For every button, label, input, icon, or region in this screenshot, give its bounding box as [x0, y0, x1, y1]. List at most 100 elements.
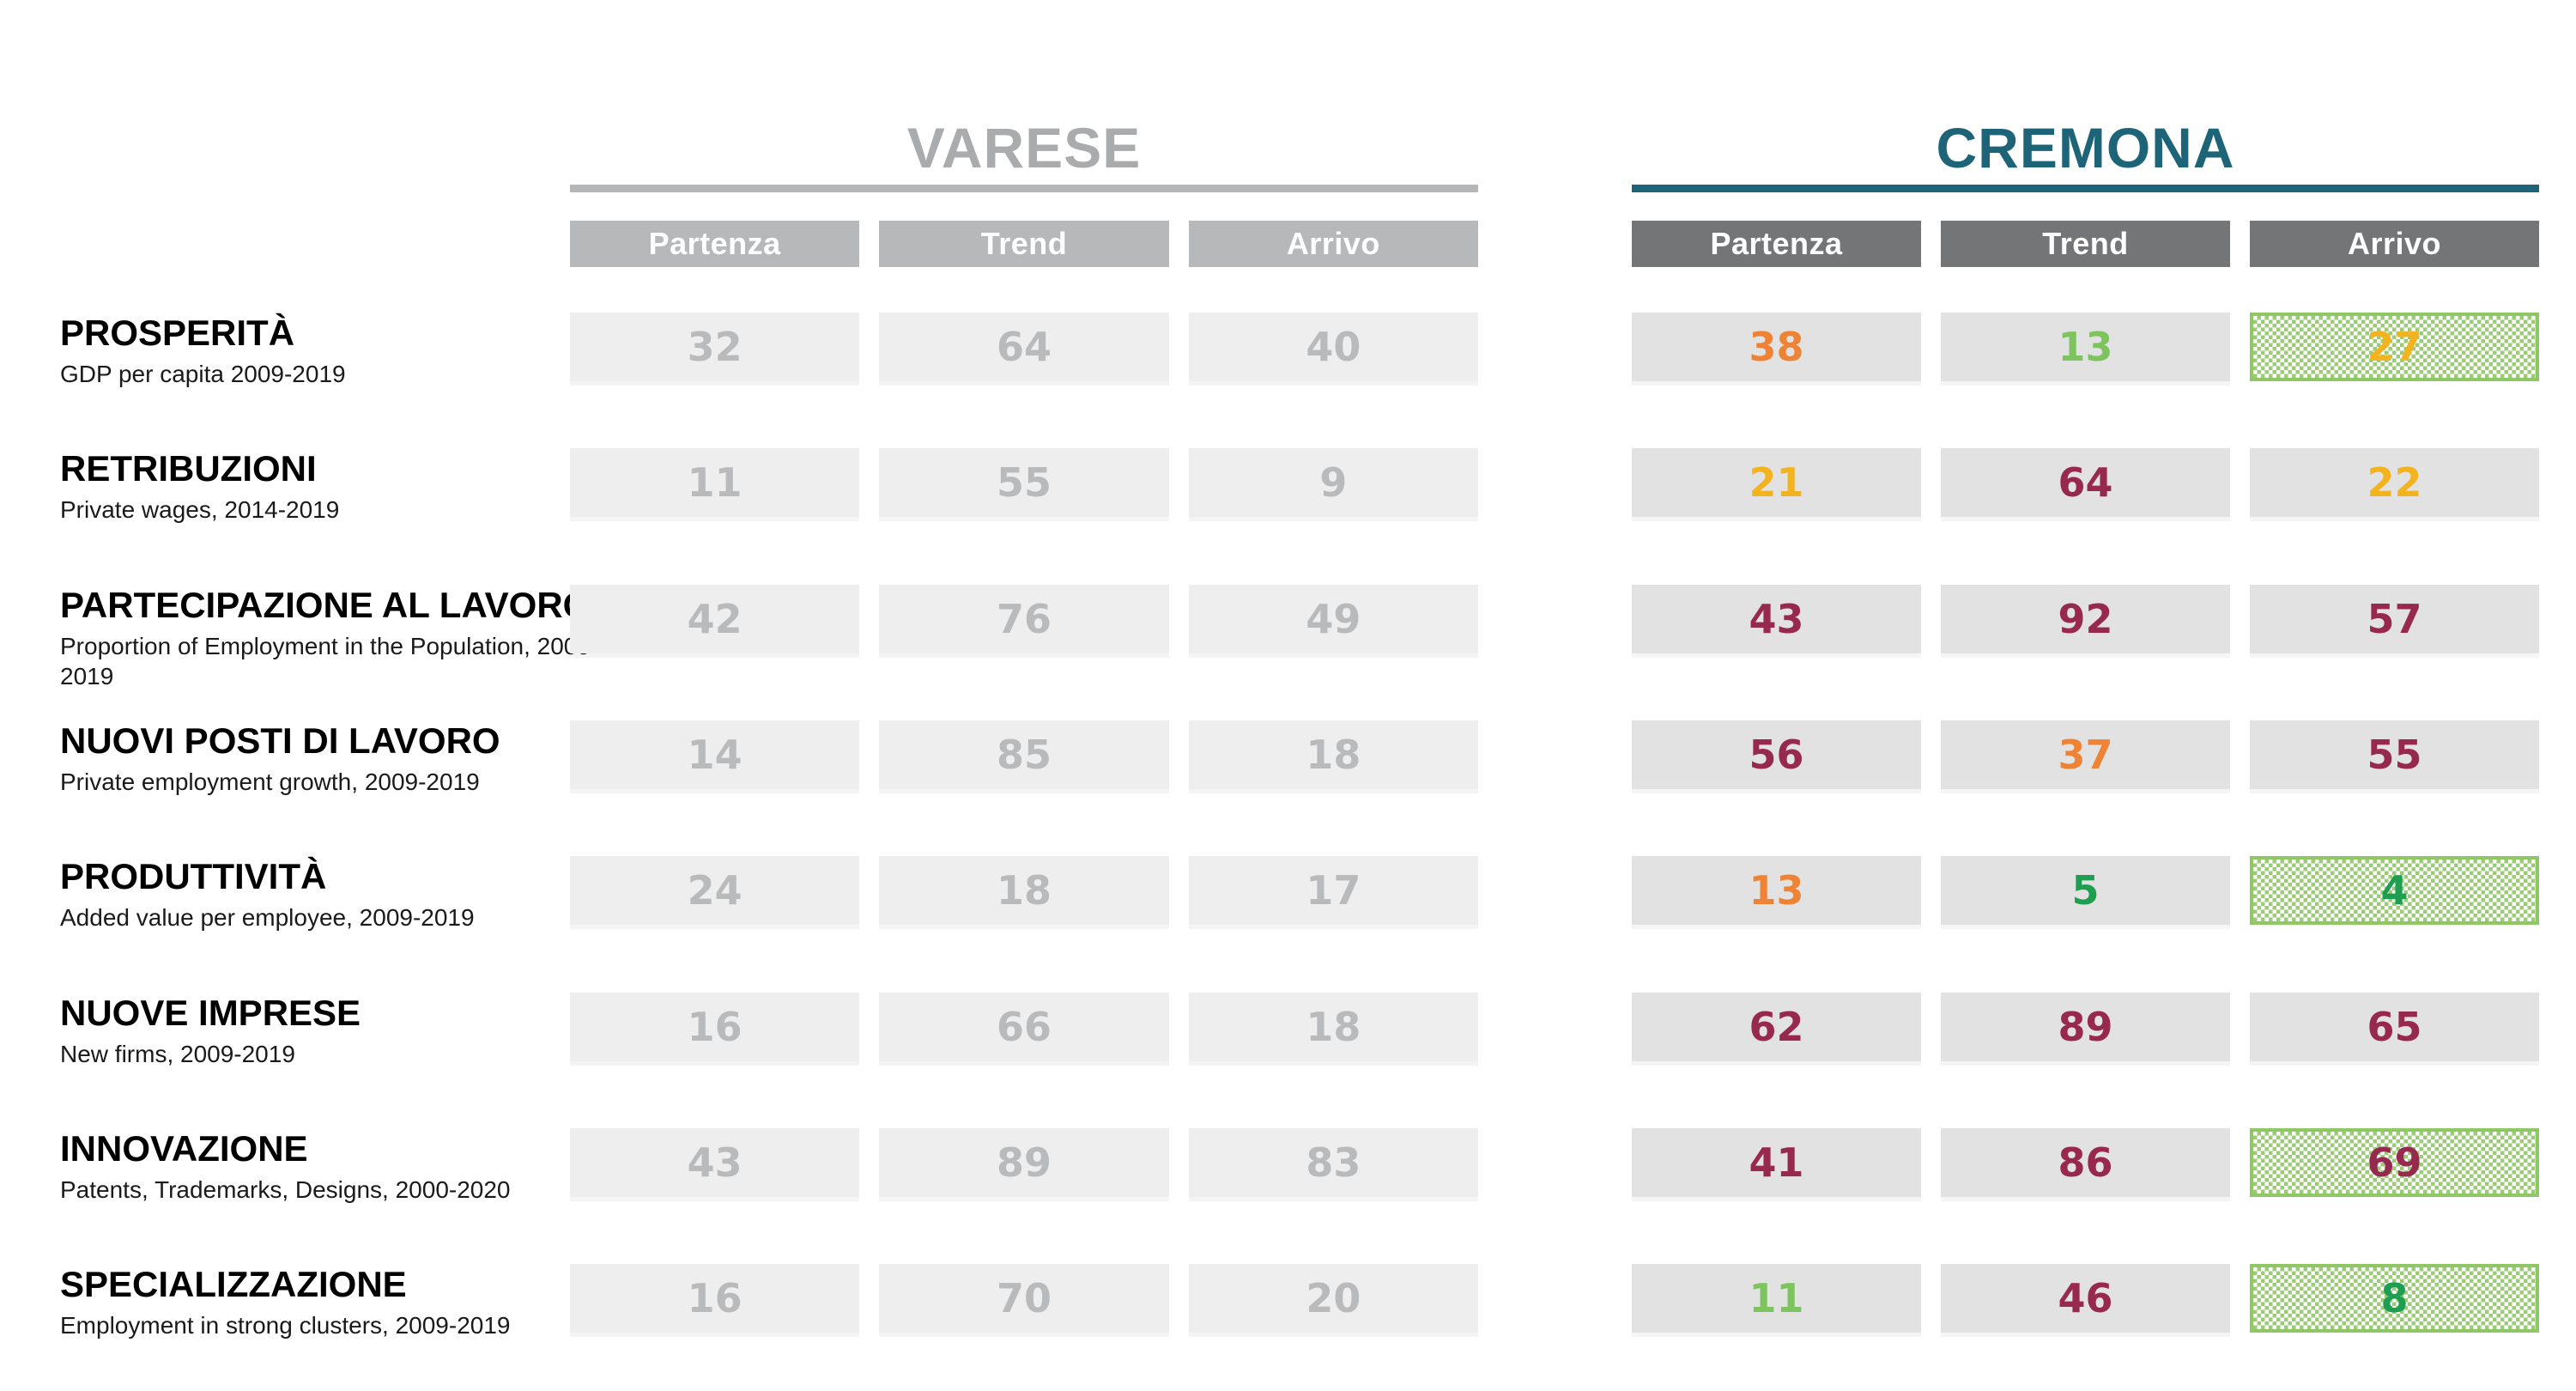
- cremona-group-header: CREMONA Partenza Trend Arrivo: [1632, 0, 2539, 283]
- cremona-value-cell: 46: [1941, 1264, 2230, 1333]
- cremona-cells: 43 92 57: [1632, 585, 2539, 653]
- row-label: PROSPERITÀ GDP per capita 2009-2019: [60, 313, 609, 389]
- cremona-value-cell: 56: [1632, 720, 1921, 789]
- cell-value: 5: [2071, 867, 2100, 914]
- cell-value: 13: [2058, 324, 2113, 370]
- varese-value-cell: 66: [879, 993, 1169, 1061]
- varese-value-cell: 40: [1188, 313, 1478, 381]
- row-label: RETRIBUZIONI Private wages, 2014-2019: [60, 448, 609, 525]
- cell-value: 20: [1306, 1275, 1361, 1321]
- cremona-value-cell: 13: [1941, 313, 2230, 381]
- cremona-value-cell: 86: [1941, 1128, 2230, 1197]
- cell-value: 22: [2367, 459, 2422, 506]
- cell-value: 16: [687, 1004, 742, 1050]
- table-row: PARTECIPAZIONE AL LAVORO Proportion of E…: [0, 585, 2576, 689]
- cell-value: 42: [687, 596, 742, 642]
- varese-value-cell: 11: [570, 448, 860, 517]
- row-label: NUOVI POSTI DI LAVORO Private employment…: [60, 720, 609, 797]
- cell-value: 49: [1306, 596, 1361, 642]
- varese-cells: 24 18 17: [570, 856, 1478, 925]
- cell-value: 86: [2058, 1139, 2113, 1186]
- table-row: SPECIALIZZAZIONE Employment in strong cl…: [0, 1264, 2576, 1339]
- cell-value: 43: [687, 1139, 742, 1186]
- cell-value: 27: [2367, 324, 2422, 370]
- cremona-cells: 56 37 55: [1632, 720, 2539, 789]
- cremona-column-header-arrivo: Arrivo: [2250, 221, 2539, 267]
- row-label-subtitle: Employment in strong clusters, 2009-2019: [60, 1312, 511, 1339]
- cell-value: 32: [687, 324, 742, 370]
- cell-value: 21: [1749, 459, 1804, 506]
- row-label-subtitle: New firms, 2009-2019: [60, 1041, 295, 1068]
- cremona-value-cell: 41: [1632, 1128, 1921, 1197]
- varese-value-cell: 16: [570, 993, 860, 1061]
- cell-value: 8: [2380, 1275, 2409, 1321]
- table-row: NUOVE IMPRESE New firms, 2009-2019 16 66 1…: [0, 993, 2576, 1067]
- varese-value-cell: 9: [1188, 448, 1478, 517]
- varese-cells: 43 89 83: [570, 1128, 1478, 1197]
- cremona-value-cell: 65: [2250, 993, 2539, 1061]
- varese-cells: 32 64 40: [570, 313, 1478, 381]
- cell-value: 11: [687, 459, 742, 506]
- varese-value-cell: 64: [879, 313, 1169, 381]
- cell-value: 14: [687, 732, 742, 778]
- varese-cells: 16 70 20: [570, 1264, 1478, 1333]
- varese-column-headers: Partenza Trend Arrivo: [570, 221, 1478, 267]
- row-label-title: INNOVAZIONE: [60, 1128, 308, 1169]
- varese-value-cell: 32: [570, 313, 860, 381]
- row-label: PRODUTTIVITÀ Added value per employee, 2…: [60, 856, 609, 932]
- varese-value-cell: 18: [879, 856, 1169, 925]
- cremona-value-cell: 37: [1941, 720, 2230, 789]
- cremona-cells: 21 64 22: [1632, 448, 2539, 517]
- cell-value: 69: [2367, 1139, 2422, 1186]
- varese-value-cell: 55: [879, 448, 1169, 517]
- cell-value: 85: [996, 732, 1052, 778]
- cremona-value-cell: 11: [1632, 1264, 1921, 1333]
- row-label-subtitle: GDP per capita 2009-2019: [60, 361, 346, 388]
- cell-value: 46: [2058, 1275, 2113, 1321]
- cremona-value-cell-highlighted: 4: [2250, 856, 2539, 925]
- row-label-subtitle: Proportion of Employment in the Populati…: [60, 633, 599, 690]
- varese-value-cell: 49: [1188, 585, 1478, 653]
- varese-value-cell: 70: [879, 1264, 1169, 1333]
- cremona-value-cell: 92: [1941, 585, 2230, 653]
- cremona-value-cell: 21: [1632, 448, 1921, 517]
- cremona-value-cell: 55: [2250, 720, 2539, 789]
- cell-value: 66: [996, 1004, 1052, 1050]
- row-label-title: RETRIBUZIONI: [60, 448, 317, 489]
- cell-value: 76: [996, 596, 1052, 642]
- cell-value: 89: [996, 1139, 1052, 1186]
- row-label-title: NUOVI POSTI DI LAVORO: [60, 720, 500, 761]
- cell-value: 62: [1749, 1004, 1804, 1050]
- cell-value: 24: [687, 867, 742, 914]
- varese-cells: 11 55 9: [570, 448, 1478, 517]
- cell-value: 18: [1306, 1004, 1361, 1050]
- cell-value: 16: [687, 1275, 742, 1321]
- cremona-value-cell-highlighted: 8: [2250, 1264, 2539, 1333]
- row-label: NUOVE IMPRESE New firms, 2009-2019: [60, 993, 609, 1069]
- cell-value: 37: [2058, 732, 2113, 778]
- cremona-column-header-partenza: Partenza: [1632, 221, 1921, 267]
- cell-value: 18: [996, 867, 1052, 914]
- table-row: NUOVI POSTI DI LAVORO Private employment…: [0, 720, 2576, 795]
- varese-value-cell: 16: [570, 1264, 860, 1333]
- cremona-value-cell: 13: [1632, 856, 1921, 925]
- cremona-value-cell-highlighted: 69: [2250, 1128, 2539, 1197]
- row-label-subtitle: Private employment growth, 2009-2019: [60, 768, 480, 796]
- cell-value: 40: [1306, 324, 1361, 370]
- row-label: SPECIALIZZAZIONE Employment in strong cl…: [60, 1264, 609, 1340]
- cell-value: 13: [1749, 867, 1804, 914]
- varese-value-cell: 43: [570, 1128, 860, 1197]
- varese-value-cell: 83: [1188, 1128, 1478, 1197]
- varese-group-header: VARESE Partenza Trend Arrivo: [570, 0, 1478, 283]
- cremona-value-cell: 43: [1632, 585, 1921, 653]
- cell-value: 64: [996, 324, 1052, 370]
- varese-cells: 16 66 18: [570, 993, 1478, 1061]
- row-label-title: PRODUTTIVITÀ: [60, 856, 327, 896]
- row-label-title: NUOVE IMPRESE: [60, 993, 361, 1033]
- cremona-cells: 13 5 4: [1632, 856, 2539, 925]
- cell-value: 17: [1306, 867, 1361, 914]
- varese-value-cell: 89: [879, 1128, 1169, 1197]
- cremona-cells: 38 13 27: [1632, 313, 2539, 381]
- cremona-value-cell: 5: [1941, 856, 2230, 925]
